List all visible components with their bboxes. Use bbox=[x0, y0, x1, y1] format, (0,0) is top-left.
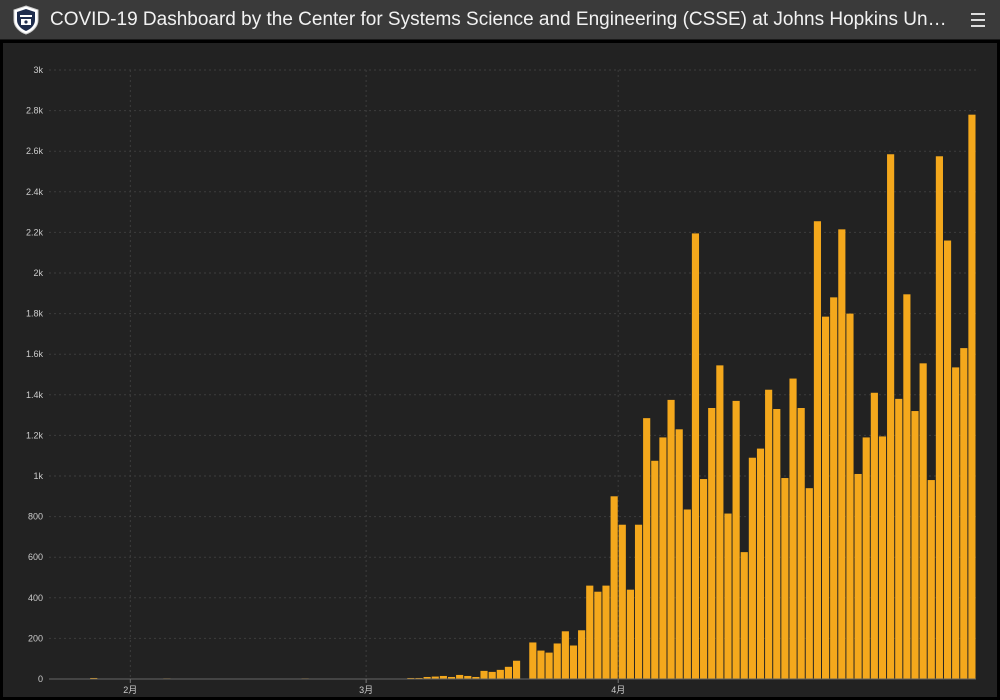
bar[interactable] bbox=[691, 233, 700, 680]
bar[interactable] bbox=[838, 229, 846, 680]
bar[interactable] bbox=[537, 650, 545, 679]
bar[interactable] bbox=[781, 478, 789, 679]
x-tick-label: 2月 bbox=[123, 685, 137, 695]
bar[interactable] bbox=[805, 488, 813, 679]
bar[interactable] bbox=[594, 591, 602, 679]
bar[interactable] bbox=[716, 365, 724, 679]
hamburger-menu-button[interactable] bbox=[962, 4, 994, 36]
bar[interactable] bbox=[651, 460, 659, 679]
bar[interactable] bbox=[911, 411, 919, 679]
bar[interactable] bbox=[952, 367, 960, 679]
bar[interactable] bbox=[789, 378, 797, 679]
bar[interactable] bbox=[887, 154, 895, 679]
bar[interactable] bbox=[895, 398, 903, 679]
bar[interactable] bbox=[407, 677, 415, 679]
bar[interactable] bbox=[626, 589, 634, 679]
bar[interactable] bbox=[935, 156, 943, 679]
y-tick-label: 200 bbox=[28, 633, 43, 643]
bar[interactable] bbox=[472, 676, 480, 679]
y-tick-label: 1.6k bbox=[26, 349, 44, 359]
y-tick-label: 2.4k bbox=[26, 187, 44, 197]
bar[interactable] bbox=[545, 652, 553, 679]
bar[interactable] bbox=[553, 643, 561, 679]
bar[interactable] bbox=[643, 418, 651, 679]
bar[interactable] bbox=[919, 363, 927, 679]
bar[interactable] bbox=[700, 479, 708, 679]
y-tick-label: 1.8k bbox=[26, 309, 44, 319]
x-tick-label: 3月 bbox=[359, 685, 373, 695]
bar[interactable] bbox=[870, 392, 878, 679]
bar[interactable] bbox=[488, 671, 496, 679]
bar[interactable] bbox=[610, 496, 618, 679]
y-tick-label: 2k bbox=[33, 268, 43, 278]
bar[interactable] bbox=[439, 675, 447, 679]
hamburger-menu-icon bbox=[971, 13, 985, 15]
bar[interactable] bbox=[821, 316, 830, 679]
bar[interactable] bbox=[765, 389, 773, 679]
y-tick-label: 2.2k bbox=[26, 227, 44, 237]
y-tick-label: 1.2k bbox=[26, 430, 44, 440]
bar[interactable] bbox=[431, 676, 439, 679]
bar[interactable] bbox=[415, 677, 423, 679]
bar[interactable] bbox=[675, 429, 683, 679]
bar[interactable] bbox=[732, 400, 740, 679]
bar[interactable] bbox=[797, 407, 805, 679]
bar[interactable] bbox=[464, 675, 472, 679]
bar[interactable] bbox=[862, 437, 870, 679]
bar[interactable] bbox=[659, 437, 667, 679]
x-tick-label: 4月 bbox=[611, 685, 625, 695]
bar[interactable] bbox=[813, 221, 822, 680]
y-tick-label: 800 bbox=[28, 512, 43, 522]
bar[interactable] bbox=[586, 585, 594, 679]
bar[interactable] bbox=[90, 677, 98, 679]
y-tick-label: 1.4k bbox=[26, 390, 44, 400]
y-tick-label: 1k bbox=[33, 471, 43, 481]
bar[interactable] bbox=[830, 297, 838, 679]
bar[interactable] bbox=[708, 407, 716, 679]
bar[interactable] bbox=[756, 448, 765, 679]
bar[interactable] bbox=[903, 294, 911, 679]
bar[interactable] bbox=[618, 524, 626, 679]
bar[interactable] bbox=[456, 674, 464, 679]
y-tick-label: 600 bbox=[28, 552, 43, 562]
bar[interactable] bbox=[447, 676, 456, 679]
bar[interactable] bbox=[667, 399, 675, 679]
bar[interactable] bbox=[854, 473, 862, 679]
bar[interactable] bbox=[960, 348, 968, 679]
bar[interactable] bbox=[773, 409, 781, 679]
bar[interactable] bbox=[480, 670, 488, 679]
y-tick-label: 0 bbox=[38, 674, 43, 684]
bar[interactable] bbox=[724, 513, 732, 679]
daily-cases-bar-chart: 0 200 400 600 800 1k 1.2k 1.4k 1.6k 1.8k 2k 2.2k 2.4… bbox=[26, 65, 976, 695]
chart-panel: 0 200 400 600 800 1k 1.2k 1.4k 1.6k 1.8k 2k 2.2k 2.4… bbox=[3, 43, 997, 697]
bar[interactable] bbox=[504, 666, 513, 679]
dashboard-title: COVID-19 Dashboard by the Center for Sys… bbox=[50, 9, 950, 30]
bar[interactable] bbox=[578, 630, 586, 679]
bar[interactable] bbox=[846, 313, 854, 679]
bar[interactable] bbox=[423, 676, 431, 679]
bar[interactable] bbox=[683, 509, 691, 679]
bar[interactable] bbox=[512, 660, 521, 679]
bar[interactable] bbox=[602, 585, 610, 679]
bar[interactable] bbox=[968, 114, 976, 679]
y-tick-label: 2.6k bbox=[26, 146, 44, 156]
bar[interactable] bbox=[529, 642, 537, 679]
bar[interactable] bbox=[943, 240, 952, 679]
jhu-shield-icon bbox=[13, 5, 39, 35]
bar[interactable] bbox=[561, 631, 569, 679]
bar[interactable] bbox=[740, 552, 748, 679]
header-bar: COVID-19 Dashboard by the Center for Sys… bbox=[0, 0, 1000, 40]
bar[interactable] bbox=[634, 524, 643, 679]
bar[interactable] bbox=[496, 669, 504, 679]
y-tick-label: 2.8k bbox=[26, 106, 44, 116]
bar[interactable] bbox=[878, 436, 887, 679]
bar[interactable] bbox=[748, 457, 756, 679]
bar[interactable] bbox=[927, 480, 935, 679]
y-tick-label: 400 bbox=[28, 593, 43, 603]
y-tick-label: 3k bbox=[33, 65, 43, 75]
bar[interactable] bbox=[569, 645, 578, 679]
